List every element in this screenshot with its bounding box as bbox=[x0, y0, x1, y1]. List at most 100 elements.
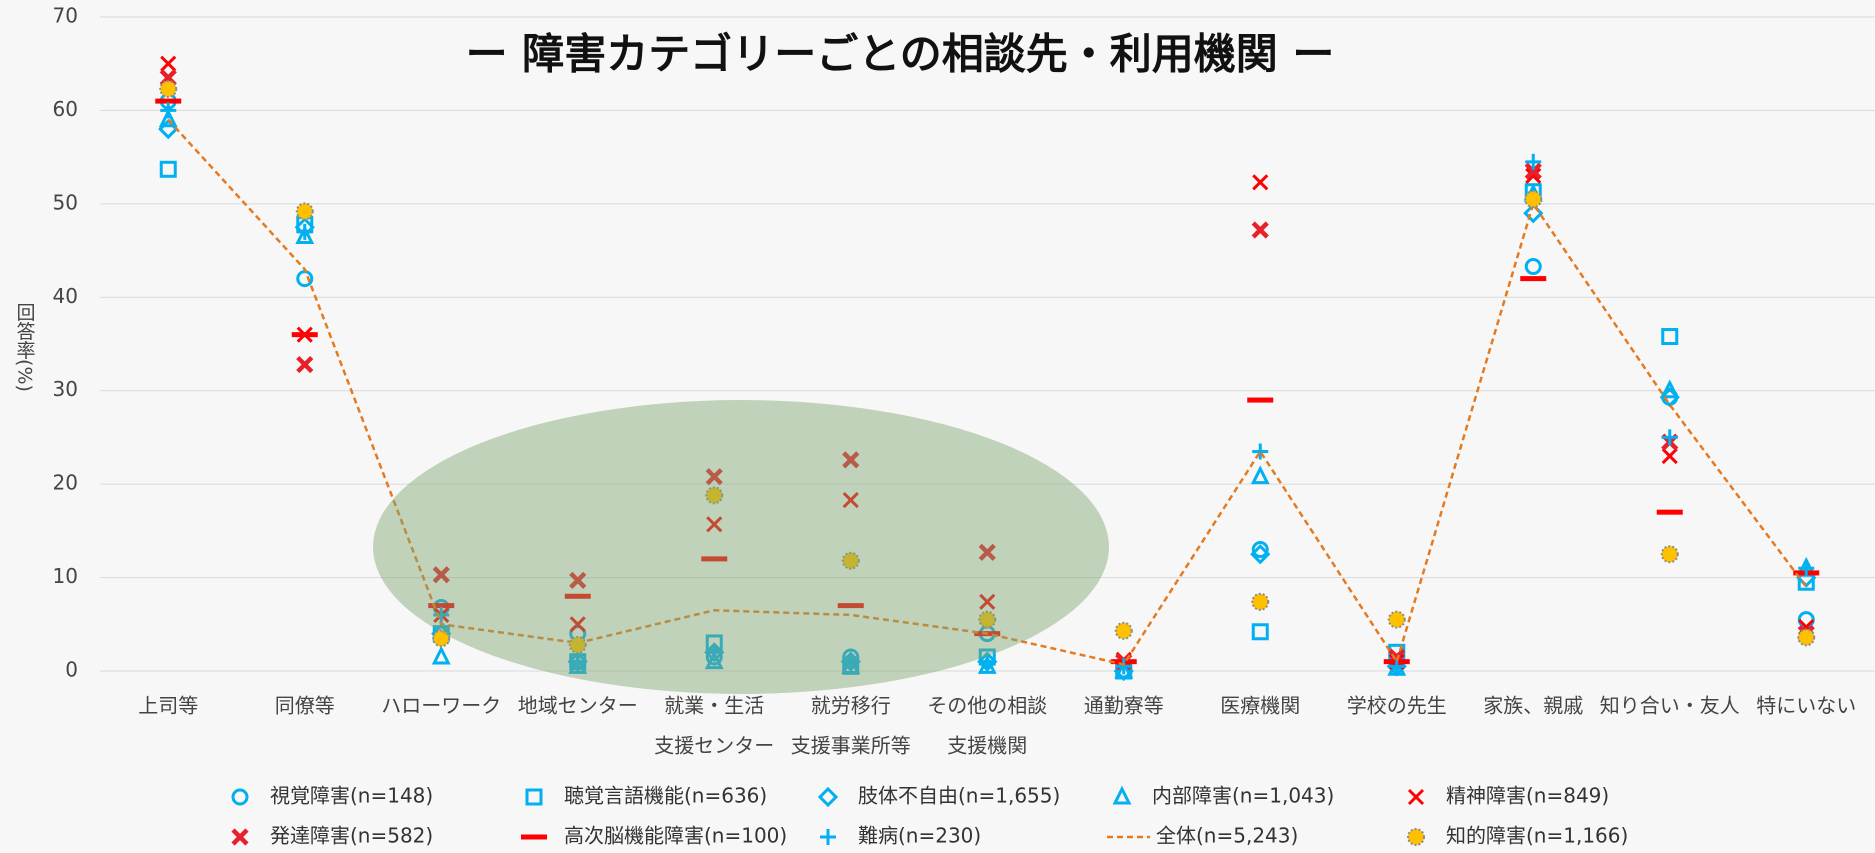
marker-circle bbox=[231, 788, 249, 806]
x-tick-label: 支援センター bbox=[654, 734, 774, 758]
marker-dash bbox=[564, 593, 591, 599]
marker-plus bbox=[1252, 443, 1269, 460]
marker-circle bbox=[1251, 541, 1269, 559]
marker-x bbox=[1661, 448, 1678, 465]
marker-dot bbox=[1524, 190, 1543, 209]
marker-x bbox=[160, 55, 177, 72]
marker-triangle bbox=[295, 225, 315, 245]
marker-dot bbox=[1407, 828, 1425, 846]
marker-plus bbox=[820, 829, 836, 845]
x-tick-label: 同僚等 bbox=[275, 694, 335, 718]
marker-plus bbox=[569, 653, 586, 670]
x-tick-label: 家族、親戚 bbox=[1483, 694, 1583, 718]
x-tick-label: 支援事業所等 bbox=[791, 734, 911, 758]
marker-dash bbox=[155, 98, 182, 104]
marker-plus bbox=[1798, 560, 1815, 577]
marker-dash bbox=[701, 556, 728, 562]
marker-dot bbox=[705, 486, 724, 505]
marker-dash bbox=[837, 603, 864, 609]
y-tick-label: 40 bbox=[53, 284, 78, 308]
x-tick-label: 学校の先生 bbox=[1347, 694, 1447, 718]
marker-x-bold bbox=[842, 451, 860, 469]
legend-label: 難病(n=230) bbox=[858, 824, 981, 848]
marker-dot bbox=[432, 629, 451, 648]
line-series bbox=[167, 118, 1808, 666]
marker-plus bbox=[1661, 429, 1678, 446]
y-tick-label: 0 bbox=[65, 658, 78, 682]
x-tick-label: 医療機関 bbox=[1220, 694, 1300, 718]
legend-label: 発達障害(n=582) bbox=[270, 824, 433, 848]
marker-triangle bbox=[977, 654, 997, 674]
legend-label: 精神障害(n=849) bbox=[1446, 784, 1609, 808]
x-tick-label: 上司等 bbox=[138, 694, 198, 718]
marker-x bbox=[1525, 167, 1542, 184]
marker-triangle bbox=[1660, 379, 1680, 399]
marker-plus bbox=[1525, 153, 1542, 170]
marker-x bbox=[979, 593, 996, 610]
x-tick-label: 支援機関 bbox=[947, 734, 1027, 758]
marker-x-bold bbox=[296, 355, 314, 374]
marker-triangle bbox=[1112, 785, 1132, 805]
legend-label: 肢体不自由(n=1,655) bbox=[858, 784, 1060, 808]
marker-dash bbox=[291, 332, 318, 338]
marker-x bbox=[1252, 174, 1269, 191]
marker-x bbox=[569, 616, 586, 633]
marker-dash bbox=[1520, 276, 1547, 282]
marker-dot bbox=[1660, 545, 1679, 564]
legend: 視覚障害(n=148) 聴覚言語機能(n=636) 肢体不自由(n=1,655) 内部… bbox=[231, 784, 1628, 848]
marker-dot bbox=[1387, 610, 1406, 629]
marks bbox=[155, 55, 1820, 682]
marker-dash bbox=[428, 603, 455, 609]
marker-dot bbox=[1797, 628, 1816, 647]
chart-title: ー 障害カテゴリーごとの相談先・利用機関 ー bbox=[466, 30, 1335, 79]
marker-x-bold bbox=[432, 566, 450, 584]
marker-circle bbox=[1524, 257, 1542, 275]
marker-dash bbox=[521, 834, 547, 840]
marker-plus bbox=[979, 653, 996, 670]
marker-plus bbox=[296, 223, 313, 240]
marker-dot bbox=[978, 610, 997, 629]
x-tick-label: 就業・生活 bbox=[664, 694, 764, 718]
marker-plus bbox=[706, 644, 723, 661]
marker-diamond bbox=[817, 786, 839, 808]
marker-x-bold bbox=[978, 543, 996, 561]
legend-label: 知的障害(n=1,166) bbox=[1446, 824, 1628, 848]
marker-plus bbox=[160, 102, 177, 119]
highlight-ellipse bbox=[373, 400, 1109, 694]
marker-dot bbox=[159, 79, 178, 98]
marker-dot bbox=[568, 635, 587, 654]
x-tick-label: ハローワーク bbox=[381, 694, 501, 718]
x-tick-label: 通勤寮等 bbox=[1084, 694, 1164, 718]
legend-label: 視覚障害(n=148) bbox=[270, 784, 433, 808]
marker-x-bold bbox=[1251, 221, 1269, 239]
marker-x bbox=[1407, 788, 1425, 806]
marker-triangle bbox=[1250, 465, 1270, 485]
marker-x-bold bbox=[1524, 162, 1542, 180]
x-tick-label: 就労移行 bbox=[811, 694, 891, 718]
marker-square bbox=[1661, 328, 1679, 346]
legend-label: 聴覚言語機能(n=636) bbox=[564, 784, 767, 808]
x-tick-label: 地域センター bbox=[518, 694, 638, 718]
legend-label: 高次脳機能障害(n=100) bbox=[564, 824, 787, 848]
marker-x-bold bbox=[569, 571, 587, 589]
marker-diamond bbox=[1250, 544, 1271, 565]
marker-square bbox=[1251, 623, 1269, 641]
y-tick-label: 60 bbox=[53, 97, 78, 121]
marker-dash bbox=[1247, 397, 1274, 403]
marker-triangle bbox=[1114, 659, 1134, 679]
marker-x-bold bbox=[705, 468, 723, 486]
legend-label: 内部障害(n=1,043) bbox=[1152, 784, 1334, 808]
y-tick-label: 10 bbox=[53, 564, 78, 588]
y-axis-label: 回答率(%) bbox=[14, 302, 36, 392]
marker-square bbox=[159, 160, 177, 178]
marker-plus bbox=[842, 653, 859, 670]
marker-square bbox=[525, 788, 543, 806]
marker-circle bbox=[1797, 611, 1815, 629]
y-tick-label: 20 bbox=[53, 471, 78, 495]
marker-plus bbox=[1388, 658, 1405, 675]
y-tick-label: 70 bbox=[53, 4, 78, 28]
marker-triangle bbox=[431, 645, 451, 665]
x-tick-label: その他の相談 bbox=[927, 694, 1047, 718]
marker-x bbox=[706, 516, 723, 533]
